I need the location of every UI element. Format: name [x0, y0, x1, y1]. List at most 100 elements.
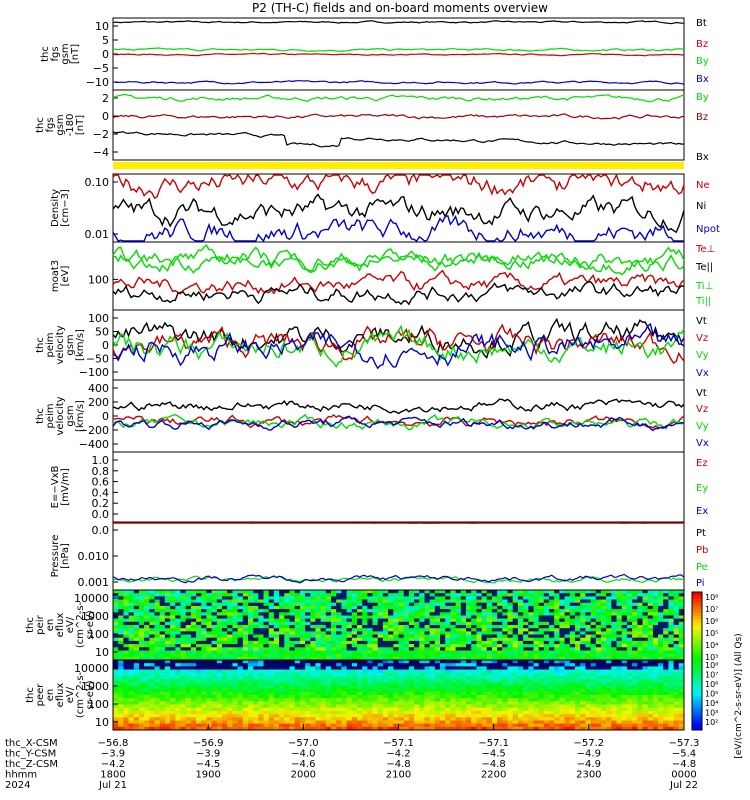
- heatmap-cell: [341, 631, 348, 636]
- heatmap-cell: [206, 691, 213, 696]
- heatmap-cell: [554, 644, 560, 648]
- heatmap-cell: [341, 672, 348, 677]
- heatmap-cell: [538, 695, 545, 699]
- heatmap-cell: [455, 666, 462, 671]
- heatmap-cell: [248, 596, 254, 601]
- heatmap-cell: [196, 710, 202, 715]
- heatmap-cell: [159, 599, 166, 604]
- heatmap-cell: [408, 599, 415, 604]
- heatmap-cell: [336, 717, 342, 721]
- heatmap-cell: [133, 707, 140, 712]
- heatmap-cell: [549, 628, 555, 632]
- y-tick-label: 1000: [81, 680, 109, 693]
- heatmap-cell: [336, 688, 342, 693]
- heatmap-cell: [445, 621, 451, 626]
- heatmap-cell: [196, 656, 202, 661]
- heatmap-cell: [180, 644, 187, 648]
- heatmap-cell: [258, 647, 264, 651]
- heatmap-cell: [128, 596, 135, 601]
- heatmap-cell: [419, 644, 425, 648]
- heatmap-cell: [523, 612, 529, 616]
- heatmap-cell: [502, 666, 508, 671]
- heatmap-cell: [606, 621, 612, 626]
- heatmap-cell: [673, 704, 680, 709]
- heatmap-cell: [351, 640, 358, 645]
- heatmap-cell: [196, 663, 202, 667]
- heatmap-cell: [450, 723, 457, 728]
- heatmap-cell: [305, 650, 311, 655]
- series-line-Ne: [112, 173, 685, 199]
- heatmap-cell: [144, 698, 150, 702]
- heatmap-cell: [621, 631, 628, 636]
- heatmap-cell: [331, 710, 337, 715]
- heatmap-cell: [476, 707, 483, 712]
- heatmap-cell: [315, 723, 322, 728]
- heatmap-cell: [440, 666, 446, 671]
- heatmap-cell: [595, 666, 602, 671]
- heatmap-cell: [185, 679, 192, 683]
- heatmap-cell: [678, 710, 685, 715]
- heatmap-cell: [222, 675, 228, 680]
- heatmap-cell: [471, 644, 477, 648]
- heatmap-cell: [393, 650, 399, 655]
- heatmap-cell: [642, 663, 649, 667]
- heatmap-cell: [523, 663, 529, 667]
- heatmap-cell: [180, 647, 187, 651]
- heatmap-cell: [647, 714, 654, 718]
- heatmap-cell: [320, 602, 327, 607]
- heatmap-cell: [460, 596, 467, 601]
- heatmap-cell: [263, 644, 270, 648]
- heatmap-cell: [362, 682, 368, 686]
- heatmap-cell: [144, 669, 150, 674]
- heatmap-cell: [273, 726, 280, 731]
- heatmap-cell: [580, 631, 586, 636]
- heatmap-cell: [139, 631, 145, 636]
- heatmap-cell: [284, 710, 290, 715]
- heatmap-cell: [678, 628, 685, 632]
- heatmap-cell: [512, 609, 519, 613]
- heatmap-cell: [393, 698, 399, 702]
- heatmap-cell: [154, 605, 161, 610]
- heatmap-cell: [528, 660, 534, 664]
- heatmap-cell: [139, 726, 145, 731]
- heatmap-cell: [341, 675, 348, 680]
- heatmap-cell: [133, 714, 140, 718]
- heatmap-cell: [595, 685, 602, 690]
- heatmap-cell: [372, 666, 379, 671]
- heatmap-cell: [211, 701, 218, 706]
- heatmap-cell: [357, 590, 363, 594]
- heatmap-cell: [357, 637, 363, 642]
- heatmap-cell: [549, 644, 555, 648]
- heatmap-cell: [242, 621, 249, 626]
- heatmap-cell: [201, 726, 207, 731]
- heatmap-cell: [585, 599, 592, 604]
- heatmap-cell: [466, 672, 472, 677]
- heatmap-cell: [466, 612, 472, 616]
- heatmap-cell: [611, 612, 617, 616]
- heatmap-cell: [284, 695, 290, 699]
- heatmap-cell: [647, 695, 654, 699]
- heatmap-cell: [377, 723, 384, 728]
- heatmap-cell: [341, 602, 348, 607]
- heatmap-cell: [263, 593, 270, 597]
- heatmap-cell: [258, 653, 264, 658]
- heatmap-cell: [491, 691, 498, 696]
- heatmap-cell: [642, 625, 649, 629]
- heatmap-cell: [408, 647, 415, 651]
- heatmap-cell: [164, 723, 171, 728]
- heatmap-cell: [564, 637, 571, 642]
- heatmap-cell: [600, 714, 607, 718]
- heatmap-cell: [533, 596, 540, 601]
- heatmap-cell: [139, 701, 145, 706]
- heatmap-cell: [481, 625, 488, 629]
- heatmap-cell: [434, 621, 441, 626]
- heatmap-cell: [637, 701, 643, 706]
- heatmap-cell: [611, 679, 617, 683]
- heatmap-cell: [232, 666, 239, 671]
- heatmap-cell: [201, 710, 207, 715]
- heatmap-cell: [497, 647, 503, 651]
- heatmap-cell: [320, 688, 327, 693]
- heatmap-cell: [585, 710, 592, 715]
- heatmap-cell: [600, 688, 607, 693]
- heatmap-cell: [299, 720, 306, 725]
